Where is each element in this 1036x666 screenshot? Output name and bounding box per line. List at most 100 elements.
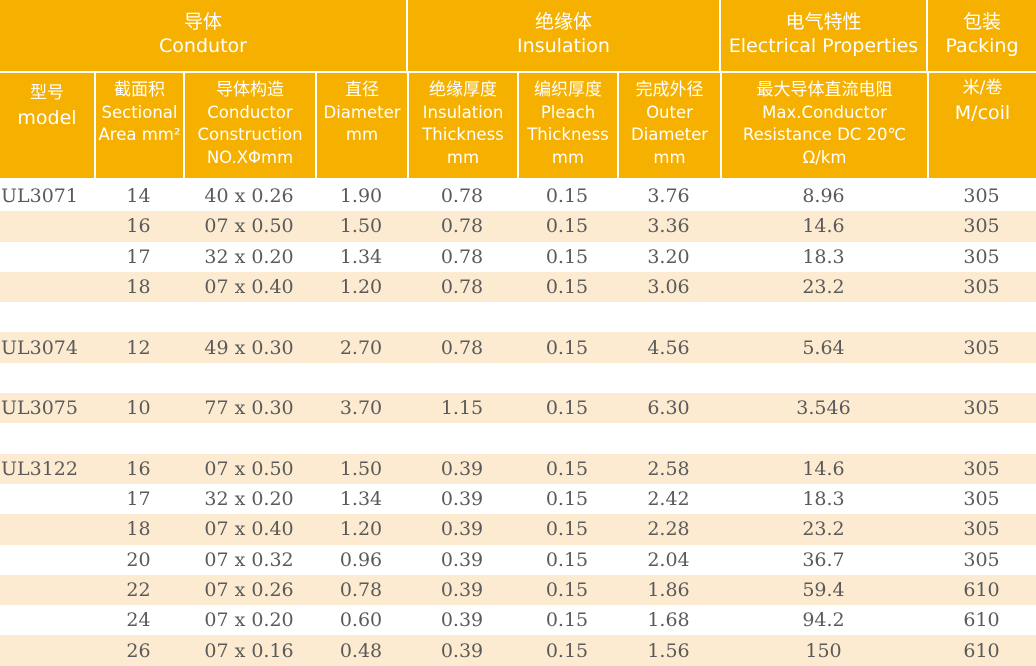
table-cell: 23.2 <box>720 271 927 303</box>
column-header-en: M/coil <box>954 102 1011 124</box>
table-cell: 0.78 <box>440 185 484 208</box>
table-cell <box>720 302 927 332</box>
column-header-zh: 绝缘厚度 <box>429 80 497 100</box>
table-cell: 4.56 <box>617 332 720 363</box>
table-cell: 0.15 <box>517 271 617 303</box>
table-cell: 32 x 0.20 <box>204 245 294 268</box>
table-cell: 1.34 <box>339 245 383 268</box>
column-header: 完成外径 Outer Diameter mm <box>619 73 720 178</box>
table-cell: 0.78 <box>407 271 517 303</box>
table-cell: 17 <box>126 245 151 268</box>
table-cell: 150 <box>720 635 927 666</box>
header-group-zh: 绝缘体 <box>534 11 592 33</box>
table-cell: 16 <box>94 211 183 242</box>
table-cell <box>0 484 94 514</box>
table-cell <box>517 363 617 393</box>
column-header: 型号 model <box>0 73 94 178</box>
table-cell: 305 <box>963 548 1000 571</box>
table-cell: 0.39 <box>407 453 517 484</box>
table-cell: 3.70 <box>315 393 407 424</box>
column-header-en: mm <box>653 147 686 167</box>
table-cell: 2.42 <box>647 488 690 511</box>
column-header-en: mm <box>551 147 585 167</box>
table-cell: 0.15 <box>517 332 617 363</box>
table-cell: 5.64 <box>720 332 927 363</box>
table-cell <box>0 545 94 575</box>
table-cell: 610 <box>927 635 1036 666</box>
table-cell: 0.96 <box>339 548 383 571</box>
table-cell: 12 <box>94 332 183 363</box>
column-header-zh: 型号 <box>30 83 64 103</box>
table-cell: 07 x 0.20 <box>204 609 294 632</box>
table-cell: 305 <box>963 488 1000 511</box>
table-cell: 40 x 0.26 <box>204 185 294 208</box>
table-cell: 305 <box>927 453 1036 484</box>
column-header-en: Thickness <box>422 125 504 144</box>
table-cell: 610 <box>927 574 1036 606</box>
header-group-en: Insulation <box>517 35 610 57</box>
column-header: 绝缘厚度 Insulation Thickness mm <box>409 73 517 178</box>
table-cell: 2.28 <box>617 514 720 545</box>
table-cell: 0.78 <box>440 245 484 268</box>
table-cell: 18.3 <box>802 245 845 268</box>
column-header-en: Diameter <box>323 102 401 122</box>
table-cell: 1.20 <box>315 514 407 545</box>
table-cell: 3.06 <box>617 271 720 303</box>
table-cell: 1.50 <box>315 453 407 484</box>
table-cell: 305 <box>927 514 1036 545</box>
column-header-en: Sectional <box>101 102 178 122</box>
header-group-zh: 电气特性 <box>785 11 862 33</box>
column-header-en: Outer <box>646 102 693 122</box>
table-cell <box>183 423 315 453</box>
table-cell <box>0 635 94 666</box>
table-cell <box>0 605 94 635</box>
table-cell <box>517 423 617 453</box>
table-cell: 0.60 <box>339 609 383 632</box>
column-header-en: Conductor <box>207 102 293 122</box>
column-header-en: model <box>17 107 77 129</box>
table-cell: 26 <box>94 635 183 666</box>
table-cell: 07 x 0.40 <box>183 514 315 545</box>
table-cell: 59.4 <box>720 574 927 606</box>
table-cell <box>0 242 94 272</box>
table-cell <box>94 423 183 453</box>
table-cell: 0.39 <box>440 488 484 511</box>
table-cell: UL3075 <box>0 393 94 424</box>
table-cell <box>0 423 94 453</box>
column-header-en: Max.Conductor <box>762 102 887 122</box>
table-cell: 32 x 0.20 <box>204 488 294 511</box>
column-header-en: Construction <box>197 125 303 144</box>
table-cell <box>0 271 94 303</box>
column-header-en: Thickness <box>527 125 609 144</box>
table-cell: 0.39 <box>407 635 517 666</box>
column-header-en: Area mm² <box>98 125 181 144</box>
table-row: 16 07 x 0.50 1.50 0.78 0.15 3.36 14.6 305 <box>0 211 1036 242</box>
table-cell: UL3071 <box>1 185 78 208</box>
table-cell <box>315 423 407 453</box>
column-header: 直径 Diameter mm <box>317 73 407 178</box>
table-cell: 305 <box>927 271 1036 303</box>
table-cell: 610 <box>963 609 1000 632</box>
table-cell: 1.15 <box>407 393 517 424</box>
table-cell: 3.36 <box>617 211 720 242</box>
column-header-zh: 最大导体直流电阻 <box>756 80 893 100</box>
table-cell: 0.78 <box>407 332 517 363</box>
column-header-en: Resistance DC 20℃ <box>742 125 907 144</box>
table-cell: 0.15 <box>545 548 589 571</box>
table-cell: 2.70 <box>315 332 407 363</box>
table-cell: 0.15 <box>517 211 617 242</box>
table-cell: 305 <box>963 245 1000 268</box>
table-row: 26 07 x 0.16 0.48 0.39 0.15 1.56 150 610 <box>0 635 1036 666</box>
table-cell <box>94 302 183 332</box>
column-header-en: Pleach <box>540 102 596 122</box>
column-header-zh: 编织厚度 <box>534 80 602 100</box>
table-cell: 2.04 <box>647 548 690 571</box>
table-cell: 1.56 <box>617 635 720 666</box>
column-header-zh: 完成外径 <box>635 80 704 100</box>
table-cell <box>183 363 315 393</box>
table-cell: 3.76 <box>647 185 690 208</box>
table-cell: 10 <box>94 393 183 424</box>
header-group-en: Packing <box>945 35 1019 57</box>
column-header-en: Diameter <box>630 125 709 144</box>
column-header: 米/卷 M/coil <box>929 73 1036 178</box>
